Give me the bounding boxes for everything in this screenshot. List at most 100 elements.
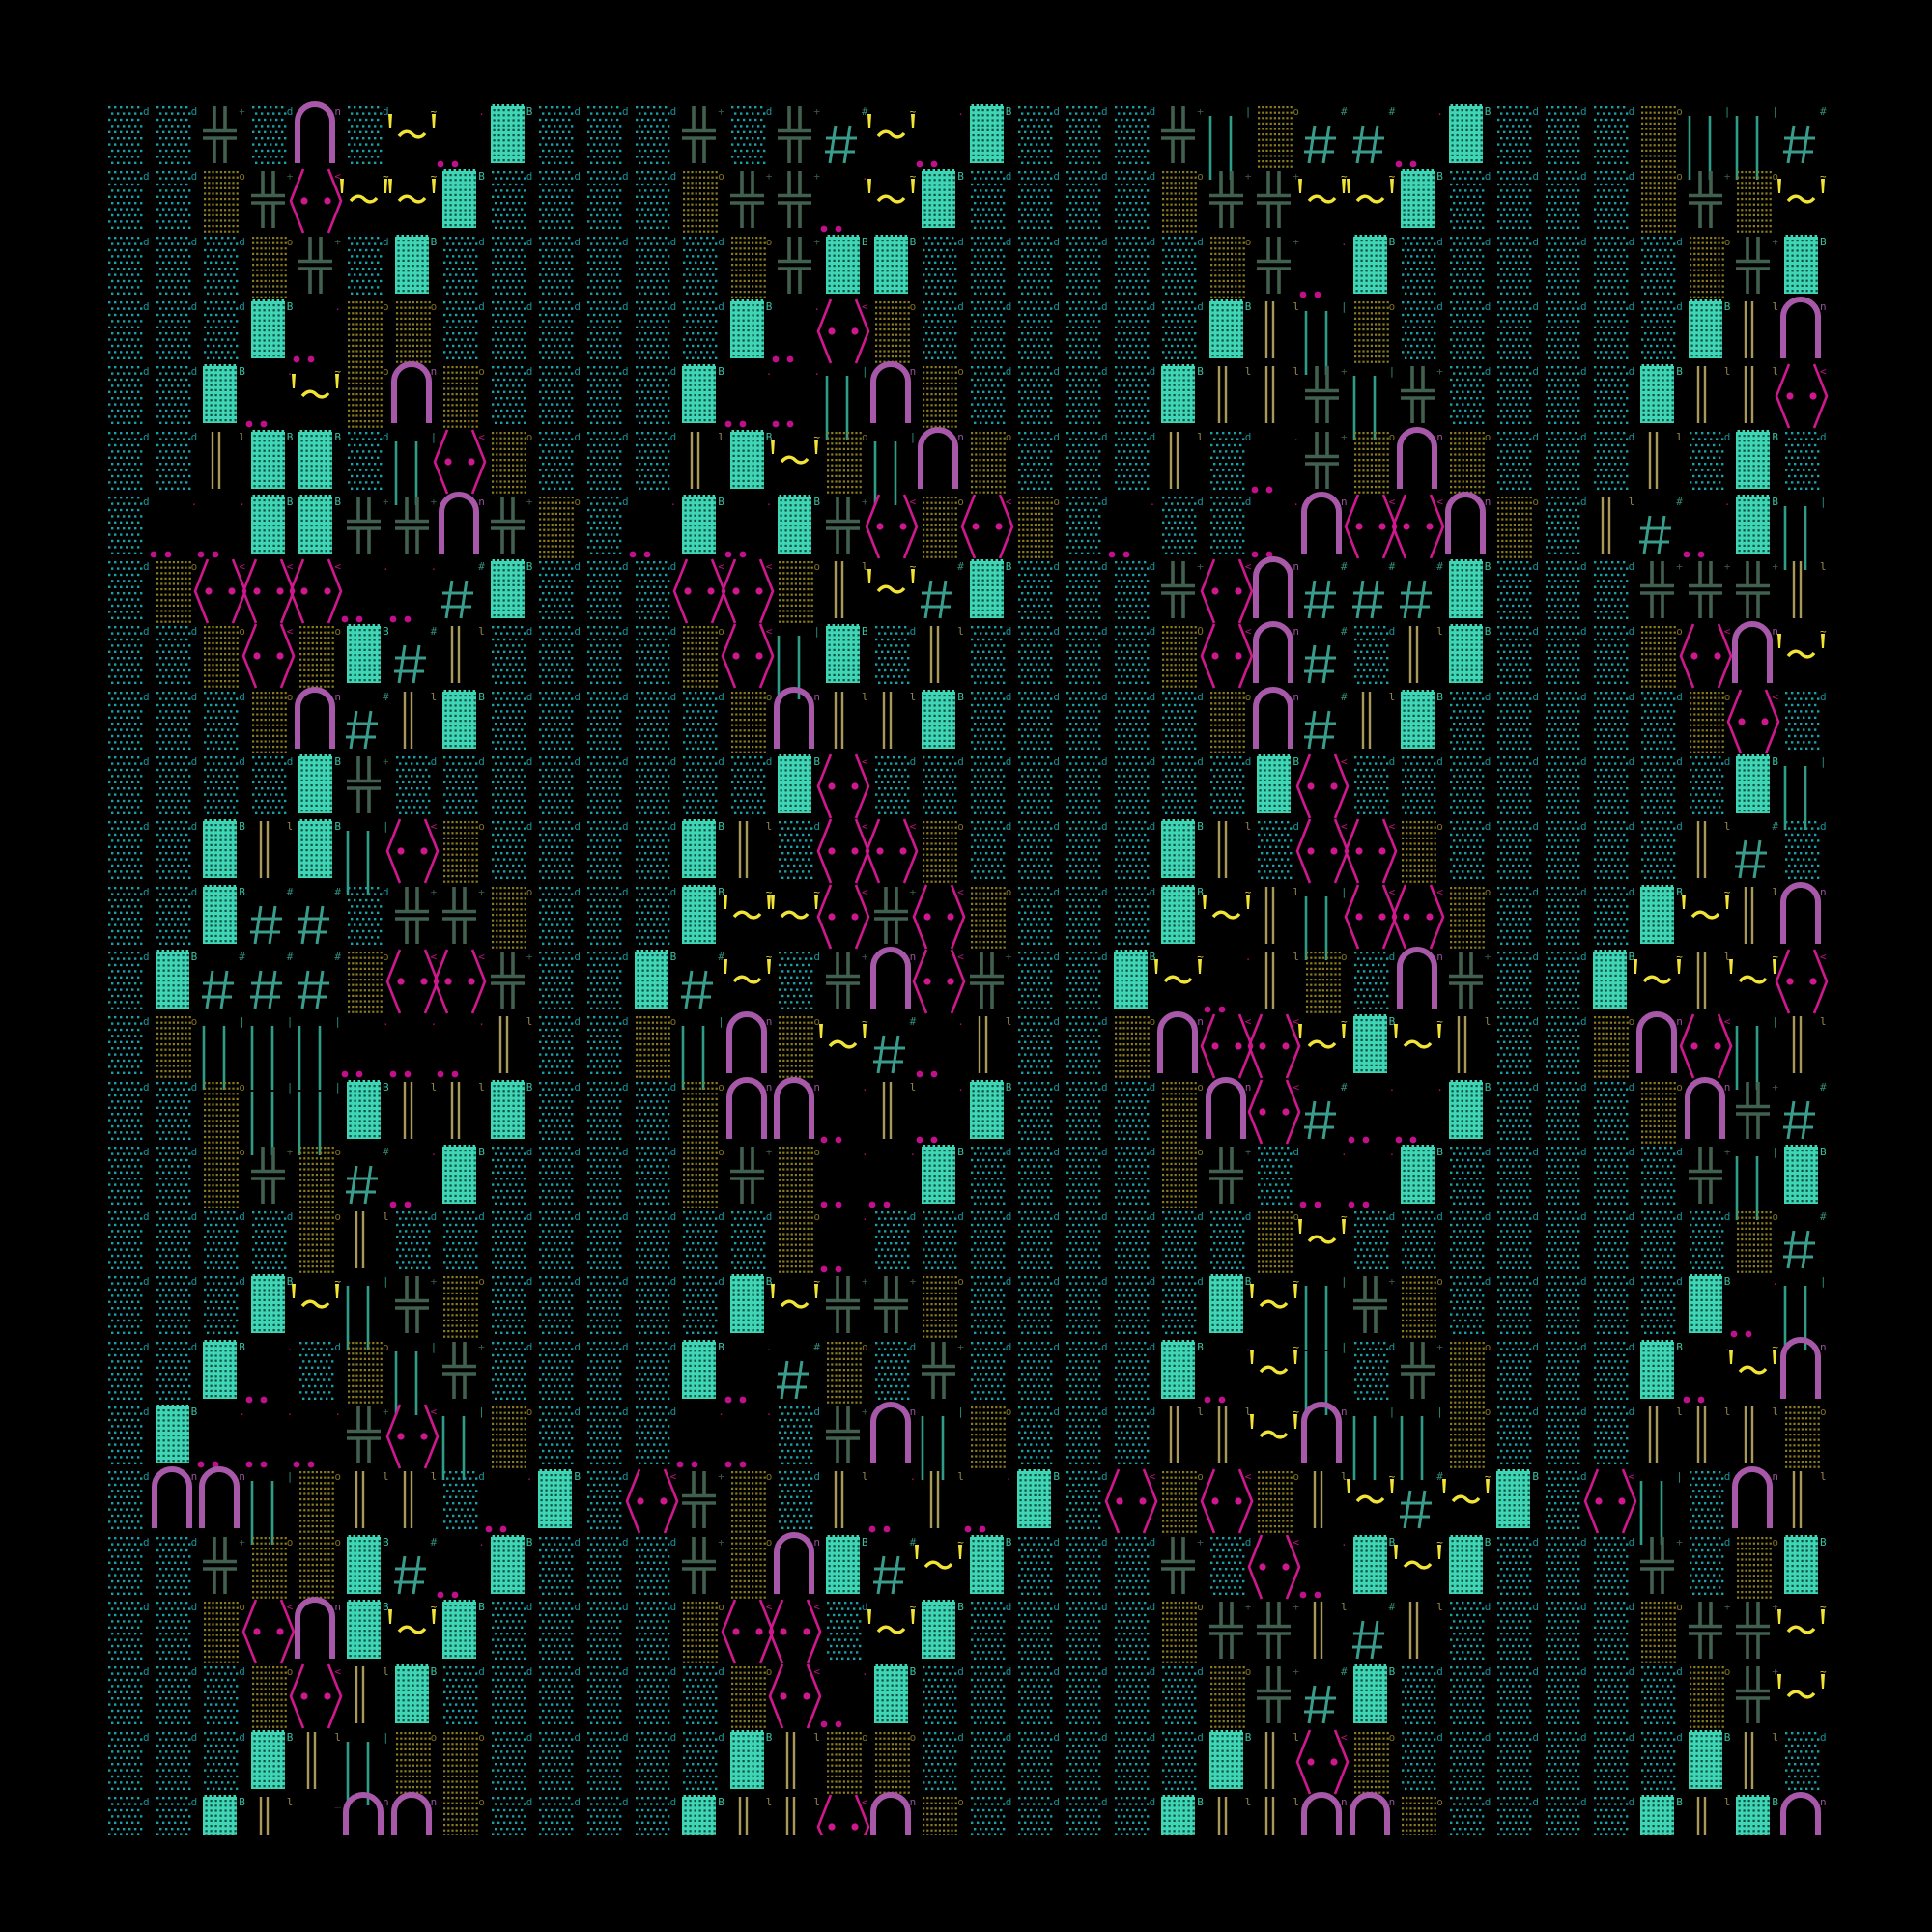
olive-dot-tile: o: [1736, 1209, 1784, 1274]
ellipsis-dots-glyph: .: [820, 1209, 874, 1274]
tile-code: +: [1293, 171, 1299, 183]
tile-code: l: [1772, 1731, 1778, 1744]
tile-code: |: [813, 626, 820, 638]
teal-dot-tile: d: [1065, 235, 1114, 299]
tile-code: +: [239, 1536, 245, 1548]
tile-code: ~: [910, 171, 917, 183]
tile-code: d: [1197, 496, 1204, 508]
arch-glyph: n: [1444, 491, 1497, 559]
teal-dot-tile: d: [1496, 1600, 1545, 1664]
tile-code: d: [1101, 236, 1108, 248]
olive-double-bar-glyph: l: [1689, 950, 1737, 1014]
tile-code: d: [1053, 1211, 1060, 1223]
tile-code: B: [1436, 1146, 1443, 1158]
teal-dot-tile: d: [1593, 169, 1641, 234]
tile-code: d: [670, 1341, 677, 1353]
tile-code: o: [718, 171, 724, 183]
tile-code: d: [383, 236, 389, 248]
double-cross-glyph: +: [922, 1340, 970, 1405]
tile-code: <: [287, 626, 294, 638]
tile-code: .: [239, 1406, 245, 1418]
teal-dot-tile: d: [442, 1469, 491, 1534]
bright-block-tile: B: [1496, 1469, 1545, 1534]
ellipsis-dots-glyph: .: [437, 104, 491, 169]
teal-dot-tile: d: [586, 1730, 635, 1795]
olive-dot-tile: o: [1161, 169, 1209, 234]
hash-glyph: #: [872, 1014, 923, 1079]
teal-dot-tile: d: [156, 364, 204, 429]
tile-code: o: [239, 1146, 245, 1158]
olive-double-bar-glyph: l: [1257, 885, 1305, 950]
bright-block-tile: B: [203, 884, 251, 950]
tile-code: B: [766, 300, 773, 313]
tile-code: d: [1197, 300, 1204, 313]
teal-dot-tile: d: [635, 819, 683, 884]
teal-dot-tile: d: [107, 1274, 156, 1339]
tile-code: d: [1053, 626, 1060, 638]
teal-dot-tile: d: [156, 754, 204, 819]
tile-code: d: [1436, 756, 1443, 768]
double-cross-glyph: +: [1401, 364, 1449, 429]
teal-dot-tile: d: [1017, 885, 1065, 950]
tile-code: +: [766, 1146, 773, 1158]
tile-code: d: [1532, 106, 1539, 118]
tile-code: l: [766, 1796, 773, 1808]
olive-double-bar-glyph: l: [395, 690, 443, 754]
tile-code: n: [910, 366, 917, 378]
bright-block-tile: B: [826, 234, 874, 299]
hash-glyph: #: [249, 885, 299, 950]
tile-code: B: [1293, 756, 1299, 768]
tile-code: d: [1053, 691, 1060, 703]
tile-code: o: [1485, 886, 1492, 898]
tile-code: d: [1629, 1796, 1635, 1808]
tile-code: B: [383, 1081, 389, 1094]
teal-dot-tile: d: [538, 169, 586, 234]
arch-glyph: n: [390, 1791, 443, 1835]
teal-dot-tile: d: [1593, 1600, 1641, 1664]
tile-code: d: [1006, 1666, 1012, 1678]
tile-code: d: [1676, 1146, 1683, 1158]
bright-block-tile: B: [826, 1534, 874, 1600]
tile-code: d: [1101, 431, 1108, 443]
tile-code: <: [1341, 821, 1348, 833]
teal-dot-tile: d: [586, 495, 635, 559]
teal-dot-tile: d: [1496, 1405, 1545, 1469]
bright-block-tile: B: [250, 1274, 299, 1339]
tile-code: ~: [1676, 951, 1683, 963]
teal-dot-tile: d: [970, 1664, 1018, 1729]
double-cross-glyph: +: [250, 1145, 299, 1209]
tile-code: |: [1341, 1276, 1348, 1288]
tilde-face-glyph: ~: [723, 885, 779, 950]
olive-dot-tile: o: [1640, 1600, 1689, 1664]
teal-dot-tile: d: [586, 819, 635, 884]
grid-row: d.. B B + + n + o d. B. B + < o < o d. d d. n < < n o d l #. B |: [107, 491, 1833, 570]
teal-dot-tile: d: [491, 1730, 539, 1795]
teal-dot-tile: d: [1209, 430, 1258, 495]
tile-code: n: [1341, 1406, 1348, 1418]
tile-code: o: [526, 431, 533, 443]
tile-code: o: [1532, 496, 1539, 508]
teal-dot-tile: d: [1065, 1730, 1114, 1795]
tile-code: d: [526, 821, 533, 833]
teal-dot-tile: d: [874, 754, 923, 819]
tile-code: l: [1772, 300, 1778, 313]
tile-code: |: [431, 431, 438, 443]
teal-dot-tile: d: [1449, 690, 1497, 754]
tile-code: d: [1150, 236, 1156, 248]
tile-code: d: [1629, 756, 1635, 768]
tile-code: +: [1436, 366, 1443, 378]
teal-dot-tile: d: [586, 1795, 635, 1835]
double-cross-glyph: +: [1257, 235, 1305, 299]
angle-bracket-eyes-glyph: <: [242, 623, 299, 689]
tile-code: |: [1389, 366, 1396, 378]
teal-dot-tile: d: [107, 1014, 156, 1079]
tile-code: d: [191, 821, 198, 833]
tile-code: B: [287, 496, 294, 508]
tile-code: d: [526, 1211, 533, 1223]
angle-bracket-eyes-glyph: <: [1104, 1468, 1162, 1534]
ellipsis-dots-glyph: .: [245, 1405, 299, 1469]
tile-code: d: [574, 431, 581, 443]
bright-block-tile: B: [394, 234, 443, 299]
ellipsis-dots-glyph: .: [772, 299, 826, 364]
